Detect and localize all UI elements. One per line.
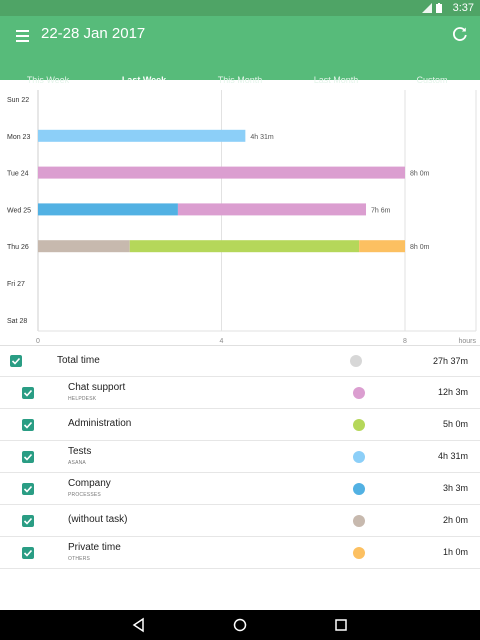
y-category-label: Fri 27 <box>7 281 25 288</box>
total-label: Total time <box>57 355 100 366</box>
refresh-icon[interactable] <box>452 26 468 42</box>
bar-segment <box>129 240 360 253</box>
status-bar: 3:37 <box>0 0 480 16</box>
bar-segment <box>177 203 367 216</box>
task-row[interactable]: Administration 5h 0m <box>0 409 480 441</box>
task-duration: 2h 0m <box>442 515 468 525</box>
x-tick-label: 4 <box>220 338 224 345</box>
task-name: Administration <box>68 418 132 429</box>
task-duration: 12h 3m <box>437 387 468 397</box>
tab-label: Custom <box>416 75 448 85</box>
total-color-dot <box>350 355 362 367</box>
bar-segment <box>359 240 405 253</box>
check-icon <box>23 549 33 557</box>
tab-last-month[interactable]: Last Month <box>288 68 384 96</box>
y-category-label: Sun 22 <box>7 97 29 104</box>
bar-segment <box>38 166 405 179</box>
tab-this-week[interactable]: This Week <box>0 68 96 96</box>
back-icon[interactable] <box>131 617 147 633</box>
task-name: Private time <box>68 542 121 553</box>
y-category-label: Mon 23 <box>7 134 30 141</box>
task-row[interactable]: Company PROCESSES 3h 3m <box>0 473 480 505</box>
weekly-hours-chart: 0 4 8 hours Sun 22 Mon 23 Tue 24 Wed 25 Thu 26 Fr… <box>7 90 477 345</box>
app-bar: 22-28 Jan 2017 This Week Last Week This … <box>0 16 480 96</box>
task-name: Tests <box>68 446 92 457</box>
tab-bar: This Week Last Week This Month Last Mont… <box>0 68 480 96</box>
bar-segment <box>38 240 130 253</box>
task-color-dot <box>353 483 365 495</box>
bar-value-label: 8h 0m <box>410 171 430 178</box>
status-icons <box>422 3 442 13</box>
bar-value-label: 7h 6m <box>371 207 391 214</box>
task-project: HELPDESK <box>68 396 97 402</box>
task-checkbox[interactable] <box>22 419 34 431</box>
task-row[interactable]: (without task) 2h 0m <box>0 505 480 537</box>
tab-label: This Month <box>217 75 263 85</box>
task-row[interactable]: Private time OTHERS 1h 0m <box>0 537 480 569</box>
task-row[interactable]: Tests ASANA 4h 31m <box>0 441 480 473</box>
task-name: Company <box>68 478 111 489</box>
task-name: (without task) <box>68 514 128 525</box>
total-checkbox[interactable] <box>10 355 22 367</box>
x-tick-label: 0 <box>36 338 40 345</box>
task-project: ASANA <box>68 460 86 466</box>
tab-label: Last Week <box>121 75 167 85</box>
total-duration: 27h 37m <box>432 356 468 366</box>
page-title: 22-28 Jan 2017 <box>41 25 146 42</box>
task-checkbox[interactable] <box>22 515 34 527</box>
task-checkbox[interactable] <box>22 547 34 559</box>
check-icon <box>23 517 33 525</box>
check-icon <box>23 453 33 461</box>
recents-icon[interactable] <box>333 617 349 633</box>
task-checkbox[interactable] <box>22 387 34 399</box>
bar-value-label: 8h 0m <box>410 244 430 251</box>
menu-icon[interactable] <box>16 30 30 44</box>
task-checkbox[interactable] <box>22 483 34 495</box>
check-icon <box>11 357 21 365</box>
check-icon <box>23 485 33 493</box>
y-category-label: Thu 26 <box>7 244 29 251</box>
check-icon <box>23 389 33 397</box>
task-color-dot <box>353 451 365 463</box>
signal-icon <box>422 3 432 13</box>
tab-label: This Week <box>26 75 70 85</box>
chart-divider <box>0 345 480 346</box>
home-icon[interactable] <box>232 617 248 633</box>
y-category-label: Tue 24 <box>7 171 29 178</box>
battery-icon <box>436 3 442 13</box>
check-icon <box>23 421 33 429</box>
x-tick-label: 8 <box>403 338 407 345</box>
tab-label: Last Month <box>313 75 359 85</box>
x-axis-label: hours <box>458 338 476 345</box>
task-row[interactable]: Chat support HELPDESK 12h 3m <box>0 377 480 409</box>
task-color-dot <box>353 515 365 527</box>
task-checkbox[interactable] <box>22 451 34 463</box>
task-name: Chat support <box>68 382 126 393</box>
task-duration: 5h 0m <box>442 419 468 429</box>
tab-this-month[interactable]: This Month <box>192 68 288 96</box>
task-list: Total time 27h 37m Chat support HELPDESK 1… <box>0 346 480 569</box>
bar-segment <box>38 203 178 216</box>
y-category-label: Sat 28 <box>7 318 27 325</box>
bar-value-label: 4h 31m <box>250 134 274 141</box>
task-color-dot <box>353 387 365 399</box>
navigation-bar <box>0 610 480 640</box>
task-color-dot <box>353 419 365 431</box>
task-duration: 1h 0m <box>442 547 468 557</box>
status-time: 3:37 <box>452 2 474 14</box>
total-row[interactable]: Total time 27h 37m <box>0 346 480 377</box>
y-category-label: Wed 25 <box>7 207 31 214</box>
task-duration: 4h 31m <box>437 451 468 461</box>
bar-segment <box>38 129 246 142</box>
tab-custom[interactable]: Custom <box>384 68 480 96</box>
task-color-dot <box>353 547 365 559</box>
tab-last-week[interactable]: Last Week <box>96 68 192 96</box>
task-project: PROCESSES <box>68 492 101 498</box>
task-duration: 3h 3m <box>442 483 468 493</box>
task-project: OTHERS <box>68 556 91 562</box>
